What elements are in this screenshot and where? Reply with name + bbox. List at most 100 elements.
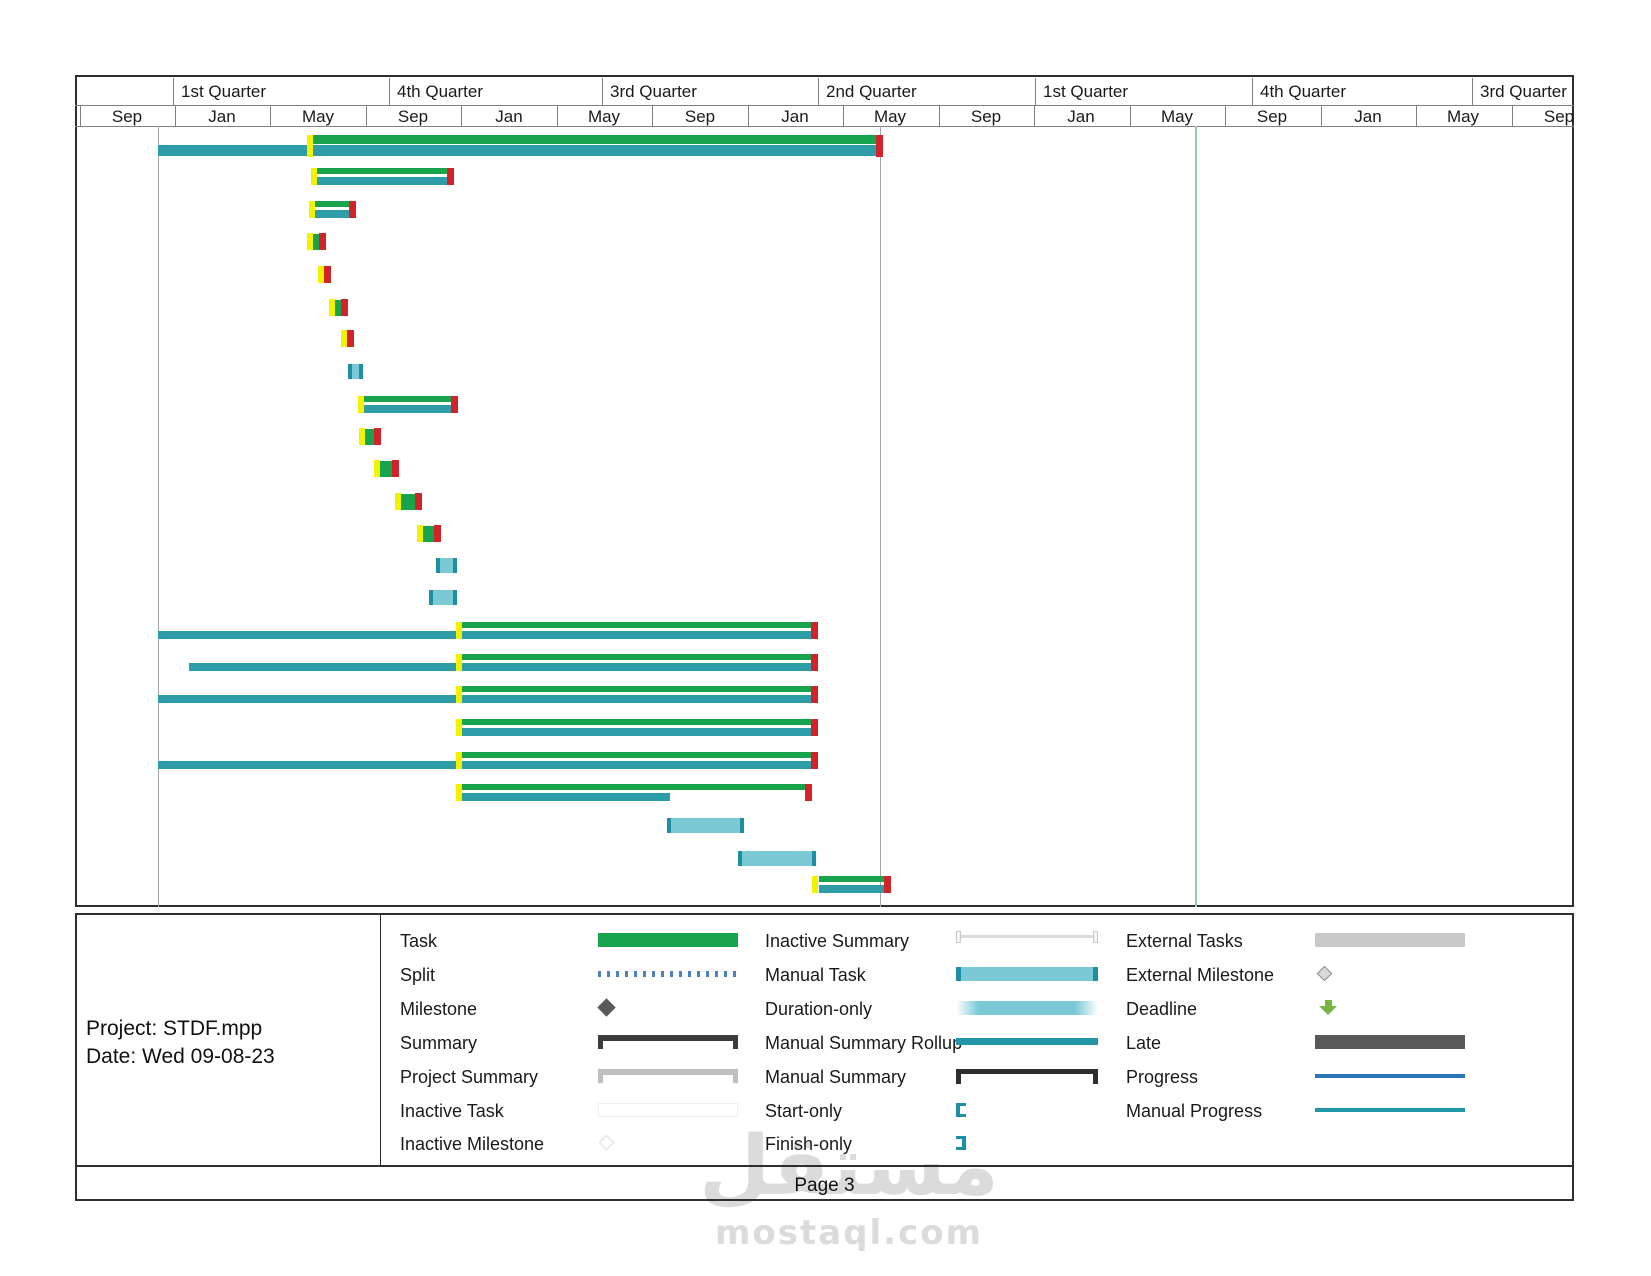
gantt-start-cap-row-10	[359, 428, 365, 445]
gantt-start-cap-row-2	[311, 168, 317, 185]
month-tick	[1320, 105, 1322, 126]
month-label: May	[587, 107, 621, 126]
gantt-manual-task-bar-row-15	[429, 590, 457, 605]
manual-task-swatch-cap	[956, 967, 961, 981]
legend-label-finish_only: Finish-only	[765, 1134, 853, 1154]
gantt-start-cap-row-24	[812, 876, 818, 893]
footer-box	[75, 1167, 1574, 1201]
gantt-manual-cap-right-row-8	[359, 364, 363, 379]
gantt-manual-cap-right-row-14	[453, 558, 457, 573]
gantt-task-bar-row-12	[401, 494, 415, 510]
legend-label-inactive_summary: Inactive Summary	[765, 931, 910, 951]
project-summary-swatch-tick	[598, 1069, 603, 1083]
quarter-tick	[1252, 78, 1253, 105]
gantt-finish-cap-row-16	[811, 622, 818, 639]
gantt-manual-task-bar-row-14	[436, 558, 457, 573]
gantt-finish-cap-row-2	[447, 168, 454, 185]
quarter-tick	[389, 78, 390, 105]
month-label: Jan	[1067, 107, 1095, 126]
gantt-bar-progress-row-17	[462, 654, 811, 660]
gantt-manual-cap-left-row-8	[348, 364, 352, 379]
gantt-manual-cap-right-row-22	[740, 818, 744, 833]
gantt-manual-cap-left-row-23	[738, 851, 742, 866]
gantt-bar-progress-row-2	[317, 168, 447, 174]
gantt-bar-progress-row-1	[313, 135, 876, 144]
gantt-bar-progress-row-24	[819, 876, 884, 882]
quarter-label: 4th Quarter	[1260, 82, 1346, 101]
quarter-label: 3rd Quarter	[610, 82, 697, 101]
gantt-bar-progress-row-3	[315, 201, 349, 207]
month-label: Jan	[208, 107, 236, 126]
summary-swatch-tick	[598, 1035, 603, 1049]
month-tick	[1416, 105, 1417, 126]
gantt-bar-baseline-row-18	[462, 695, 811, 703]
gantt-start-cap-row-9	[358, 396, 364, 413]
legend-label-manual_task: Manual Task	[765, 965, 866, 985]
gantt-bar-baseline-row-24	[819, 885, 884, 893]
legend-label-deadline: Deadline	[1126, 999, 1198, 1019]
month-tick	[938, 105, 940, 126]
quarter-tick	[818, 78, 819, 105]
gantt-bar-progress-row-20	[462, 752, 811, 758]
legend-label-manual_progress: Manual Progress	[1126, 1101, 1263, 1121]
manual-task-swatch-cap	[1093, 967, 1098, 981]
manual-summary-swatch-tick	[956, 1069, 961, 1084]
legend-label-duration_only: Duration-only	[765, 999, 873, 1019]
month-tick	[461, 105, 462, 126]
legend-label-task: Task	[400, 931, 438, 951]
month-label: Sep	[684, 107, 716, 126]
gantt-bar-baseline-row-2	[317, 177, 447, 185]
gantt-bar-baseline-row-21	[462, 793, 670, 801]
month-tick	[556, 105, 558, 126]
month-label: Jan	[1354, 107, 1382, 126]
quarter-label: 3rd Quarter	[1480, 82, 1567, 101]
summary-swatch-bar	[598, 1035, 738, 1041]
project-summary-swatch-bar	[598, 1069, 738, 1075]
legend-label-manual_summary_rollup: Manual Summary Rollup	[765, 1033, 963, 1053]
legend-label-project_summary: Project Summary	[400, 1067, 539, 1087]
duration-only-swatch	[956, 1001, 1098, 1015]
gantt-start-cap-row-20	[456, 752, 462, 769]
gantt-finish-cap-row-6	[341, 299, 348, 316]
legend-label-split: Split	[400, 965, 436, 985]
external-tasks-swatch	[1315, 933, 1465, 947]
legend-label-summary: Summary	[400, 1033, 478, 1053]
gantt-bar-baseline-row-17	[462, 663, 811, 671]
quarter-label: 4th Quarter	[397, 82, 483, 101]
quarter-tick	[602, 78, 603, 105]
project-name-label: Project: STDF.mpp	[86, 1017, 263, 1040]
gantt-start-cap-row-4	[307, 233, 313, 250]
gantt-manual-cap-left-row-22	[667, 818, 671, 833]
header-bottom-line	[75, 126, 1574, 127]
gantt-finish-cap-row-12	[415, 493, 422, 510]
manual-progress-swatch	[1315, 1108, 1465, 1112]
gantt-start-cap-row-3	[309, 201, 315, 218]
quarter-label: 2nd Quarter	[826, 82, 917, 101]
gantt-manual-task-bar-row-22	[667, 818, 744, 833]
month-label: Sep	[970, 107, 1002, 126]
month-label: Sep	[1256, 107, 1288, 126]
gantt-manual-cap-right-row-23	[812, 851, 816, 866]
gantt-bar-baseline-row-20	[158, 761, 456, 769]
gantt-bar-baseline-row-20	[462, 761, 811, 769]
manual-summary-swatch-tick	[1093, 1069, 1098, 1084]
gantt-manual-cap-left-row-15	[429, 590, 433, 605]
month-label: Sep	[397, 107, 429, 126]
gantt-finish-cap-row-3	[349, 201, 356, 218]
gantt-start-cap-row-1	[307, 135, 313, 157]
chart-start-line	[158, 126, 159, 907]
header-row-divider-line	[75, 105, 1574, 106]
manual-summary-swatch-bar	[956, 1069, 1098, 1074]
month-tick	[79, 105, 81, 126]
month-tick	[1034, 105, 1035, 126]
gantt-manual-cap-left-row-14	[436, 558, 440, 573]
gantt-finish-cap-row-10	[374, 428, 381, 445]
page-number-label: Page 3	[794, 1175, 855, 1196]
gantt-task-bar-row-6	[335, 300, 341, 316]
gantt-start-cap-row-21	[456, 784, 462, 801]
gantt-start-cap-row-16	[456, 622, 462, 639]
quarter-tick	[173, 78, 174, 105]
start-only-swatch	[956, 1103, 966, 1117]
gantt-start-cap-row-19	[456, 719, 462, 736]
